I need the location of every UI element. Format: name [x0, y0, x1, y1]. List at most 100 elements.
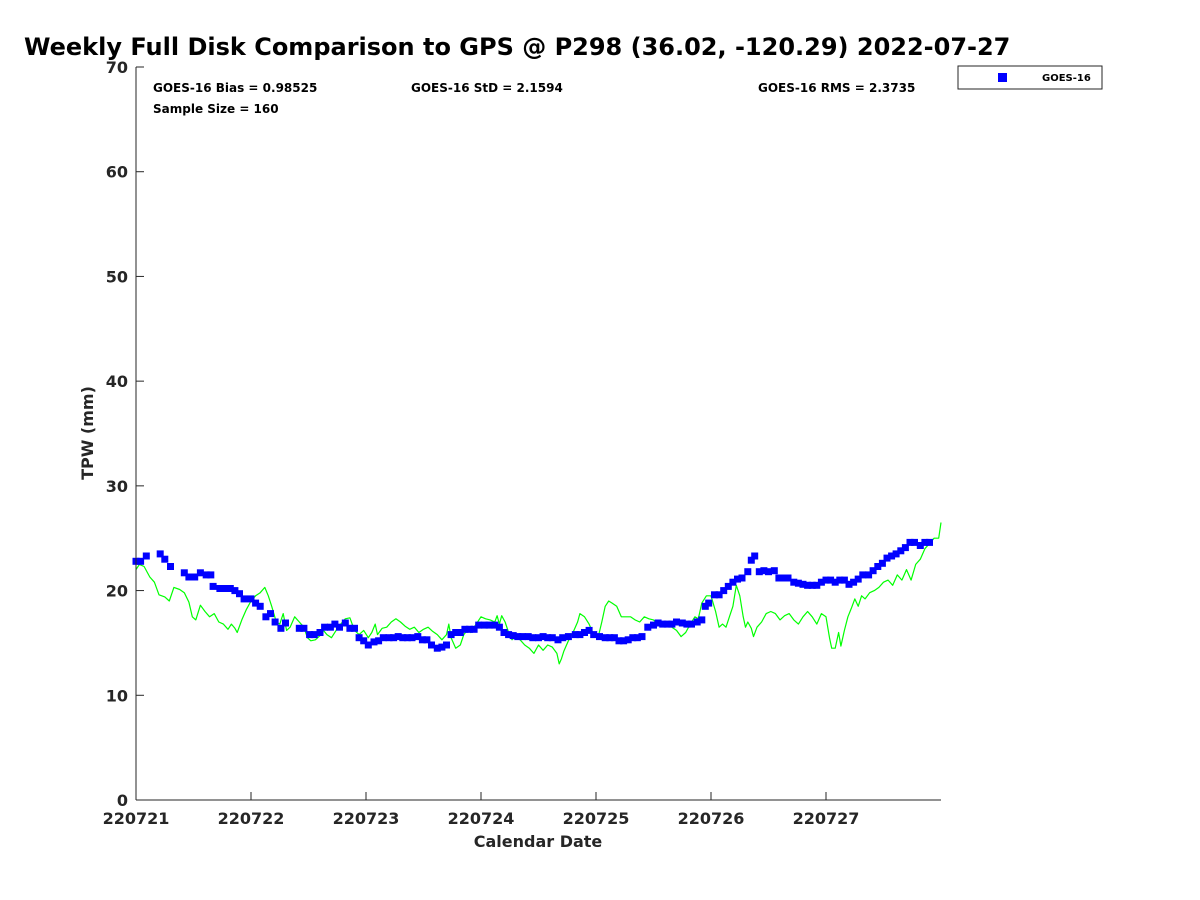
- goes16-point: [874, 563, 882, 570]
- goes16-point: [385, 634, 393, 642]
- goes16-point: [620, 637, 628, 645]
- goes16-point: [869, 567, 877, 575]
- goes16-point: [495, 623, 503, 631]
- goes16-point: [544, 634, 552, 642]
- x-ticks: 220721 220722 220723 220724 220725 220726 2207…: [103, 792, 859, 828]
- goes16-point: [470, 625, 478, 633]
- x-tick-label: 220721: [103, 809, 170, 828]
- goes16-point: [295, 624, 303, 632]
- goes16-point: [142, 552, 150, 560]
- legend-entry-goes16: GOES-16: [1042, 73, 1091, 84]
- goes16-point: [428, 641, 435, 649]
- goes16-point: [438, 643, 446, 651]
- x-tick-label: 220726: [678, 809, 745, 828]
- goes16-point: [724, 582, 732, 590]
- goes16-point: [840, 576, 848, 584]
- goes16-point: [191, 573, 199, 581]
- x-tick-label: 220725: [563, 809, 630, 828]
- goes16-point: [375, 637, 383, 645]
- goes16-point: [447, 631, 455, 639]
- goes16-point: [394, 633, 402, 641]
- goes16-point: [196, 569, 204, 577]
- goes16-point: [822, 576, 830, 584]
- goes16-point: [729, 578, 737, 586]
- goes16-point: [399, 634, 407, 642]
- goes16-point: [624, 636, 632, 644]
- goes16-point: [310, 631, 318, 639]
- goes16-point: [316, 629, 324, 636]
- goes16-point: [673, 618, 680, 626]
- y-tick-label: 60: [106, 163, 128, 182]
- goes16-point: [911, 538, 918, 546]
- goes16-point: [784, 574, 792, 582]
- x-axis-label: Calendar Date: [474, 832, 603, 851]
- goes16-point: [207, 571, 215, 579]
- goes16-point: [306, 631, 314, 639]
- goes16-point: [240, 595, 248, 603]
- goes16-point: [262, 613, 270, 621]
- goes16-point: [505, 631, 513, 639]
- goes16-point: [156, 550, 164, 558]
- std-annotation: GOES-16 StD = 2.1594: [411, 81, 563, 95]
- goes16-point: [698, 616, 706, 624]
- goes16-point: [892, 550, 900, 558]
- x-tick-label: 220722: [218, 809, 285, 828]
- goes16-point: [845, 580, 853, 588]
- goes16-point: [596, 633, 603, 641]
- goes16-point: [256, 602, 264, 610]
- goes16-point: [878, 559, 886, 567]
- goes16-point: [364, 641, 372, 649]
- goes16-point: [590, 631, 598, 639]
- goes16-point: [571, 631, 579, 639]
- goes16-point: [475, 621, 483, 629]
- goes-marker-layer: [132, 538, 933, 652]
- goes16-point: [850, 578, 858, 586]
- goes16-point: [683, 620, 691, 628]
- y-axis-label: TPW (mm): [78, 386, 97, 480]
- goes16-point: [659, 620, 667, 628]
- goes16-point: [209, 582, 217, 590]
- goes16-point: [650, 621, 657, 629]
- goes16-point: [452, 629, 460, 636]
- goes16-point: [360, 637, 368, 645]
- goes16-point: [331, 620, 339, 628]
- goes16-point: [351, 624, 358, 632]
- goes16-point: [854, 575, 862, 583]
- goes16-point: [221, 585, 229, 592]
- goes16-point: [161, 555, 169, 563]
- goes16-point: [606, 634, 614, 642]
- goes16-point: [581, 629, 588, 636]
- goes16-point: [414, 633, 422, 641]
- goes16-point: [231, 587, 239, 595]
- y-tick-label: 0: [117, 791, 128, 810]
- goes16-point: [539, 633, 547, 641]
- goes16-point: [433, 644, 441, 652]
- goes16-point: [247, 595, 255, 603]
- goes16-point: [663, 620, 671, 628]
- goes16-point: [529, 634, 537, 642]
- goes16-point: [738, 574, 746, 582]
- y-tick-label: 10: [106, 686, 128, 705]
- goes16-point: [770, 567, 778, 575]
- goes16-point: [514, 633, 522, 641]
- plot-area: 0 10 20 30 40 50 60 70 220721 220722 220723 220724…: [103, 58, 942, 828]
- goes16-point: [202, 571, 210, 579]
- goes16-point: [271, 618, 279, 626]
- goes16-point: [461, 625, 469, 633]
- goes16-point: [775, 574, 783, 582]
- chart-title: Weekly Full Disk Comparison to GPS @ P29…: [24, 33, 1010, 61]
- goes16-point: [408, 634, 416, 642]
- gps-line-layer: [135, 522, 942, 665]
- goes16-point: [883, 554, 891, 562]
- goes16-point: [300, 624, 308, 632]
- goes16-point: [760, 567, 768, 575]
- sample-size-annotation: Sample Size = 160: [153, 102, 279, 116]
- goes16-point: [236, 590, 243, 598]
- y-tick-label: 20: [106, 582, 128, 601]
- bias-annotation: GOES-16 Bias = 0.98525: [153, 81, 317, 95]
- goes16-point: [897, 547, 905, 555]
- goes16-point: [423, 636, 431, 644]
- goes16-point: [390, 634, 398, 642]
- goes16-point: [916, 542, 924, 549]
